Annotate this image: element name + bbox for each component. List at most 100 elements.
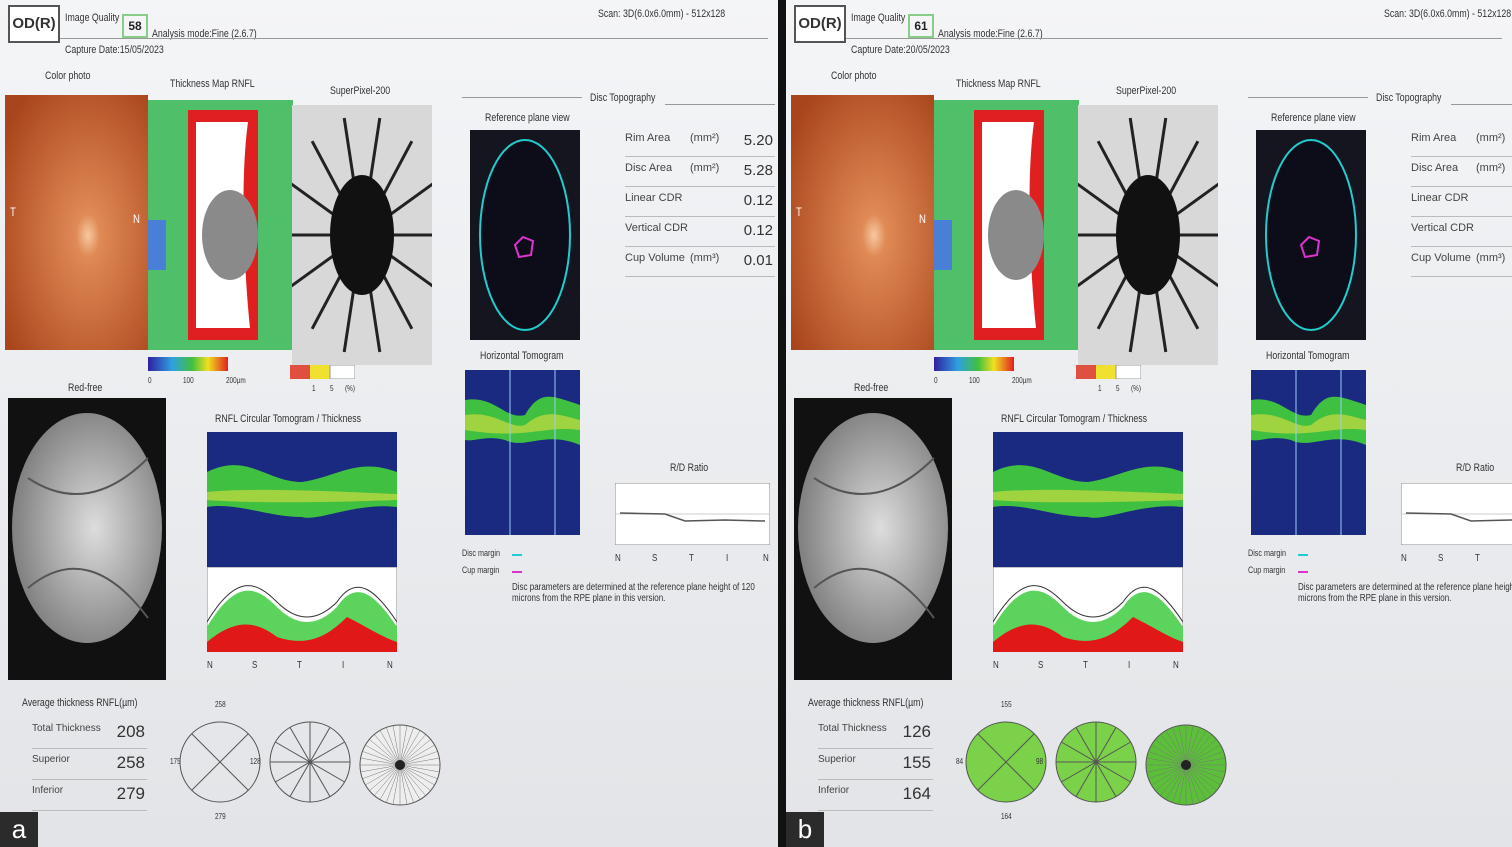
axis-label: S — [1038, 660, 1044, 671]
quadrant-value: 128 — [250, 757, 261, 766]
line-shape — [399, 739, 431, 766]
thickness-map — [934, 100, 1079, 350]
quadrant-value: 84 — [956, 757, 964, 766]
param-row: Cup Volume(mm³)0.15 — [1411, 252, 1512, 277]
rect-shape — [1096, 365, 1116, 379]
line-shape — [191, 733, 249, 791]
line-shape — [1185, 730, 1207, 766]
section-label: Horizontal Tomogram — [1266, 350, 1350, 362]
thickness-name: Inferior — [818, 785, 850, 796]
rd-ratio-graph — [1401, 483, 1512, 545]
line-shape — [1172, 727, 1187, 766]
line-shape — [1146, 764, 1187, 773]
axis-label: S — [1438, 553, 1444, 564]
line-shape — [392, 725, 401, 766]
disc-margin-swatch — [1298, 554, 1308, 556]
line-shape — [1185, 751, 1224, 766]
thickness-profile — [207, 567, 397, 652]
line-shape — [1185, 764, 1217, 791]
line-shape — [399, 744, 435, 766]
note: Disc parameters are determined at the re… — [512, 582, 755, 604]
rect-shape — [148, 357, 228, 371]
param-name: Linear CDR — [1411, 192, 1469, 204]
color-photo — [791, 95, 934, 350]
rect-shape — [148, 220, 166, 270]
red-free-image — [794, 398, 952, 680]
section-label: RNFL Circular Tomogram / Thickness — [1001, 413, 1148, 425]
thickness-name: Superior — [32, 754, 70, 765]
line-shape — [360, 757, 401, 766]
scan-info: Scan: 3D(6.0x6.0mm) - 512x128 — [598, 8, 726, 20]
section-label: SuperPixel-200 — [330, 85, 391, 97]
axis-label: T — [297, 660, 302, 671]
section-label: RNFL Circular Tomogram / Thickness — [215, 413, 362, 425]
thickness-name: Inferior — [32, 785, 64, 796]
path-shape — [993, 585, 1183, 623]
line-shape — [1178, 725, 1187, 766]
ellipse-shape — [12, 413, 162, 643]
scale-label: 100 — [969, 376, 980, 385]
line-shape — [399, 764, 426, 796]
section-label: Average thickness RNFL(µm) — [808, 697, 924, 709]
section-label: Horizontal Tomogram — [480, 350, 564, 362]
axis-label: N — [763, 553, 769, 564]
scale-label: 0 — [148, 376, 152, 385]
circular-tomogram — [993, 432, 1183, 567]
param-value: 0.01 — [743, 252, 773, 269]
param-name: Cup Volume — [1411, 252, 1471, 264]
path-shape — [513, 235, 535, 259]
ellipse-shape — [330, 175, 394, 295]
line-shape — [1185, 734, 1212, 766]
line-shape — [1148, 764, 1187, 779]
line-shape — [360, 764, 401, 773]
clock-chart — [269, 721, 351, 803]
rect-shape — [1115, 365, 1141, 379]
param-unit: (mm²) — [690, 162, 720, 174]
ellipse-shape — [1265, 139, 1357, 331]
line-shape — [362, 764, 401, 779]
line-shape — [1185, 739, 1217, 766]
section-label: Thickness Map RNFL — [956, 78, 1041, 90]
section-label: SuperPixel-200 — [1116, 85, 1177, 97]
line-shape — [1148, 751, 1187, 766]
rect-shape — [934, 357, 1014, 371]
param-name: Disc Area — [625, 162, 673, 174]
section-label: Red-free — [68, 382, 103, 394]
param-row: Vertical CDR 0.12 — [625, 222, 775, 247]
section-label: Disc Topography — [590, 92, 656, 104]
sector-chart — [1145, 724, 1227, 806]
section-label: Color photo — [45, 70, 91, 82]
line-shape — [399, 764, 408, 805]
quadrant-chart — [179, 721, 261, 803]
ellipse-shape — [479, 139, 571, 331]
path-shape — [993, 617, 1183, 652]
horizontal-tomogram — [465, 370, 580, 535]
fundus-label: N — [133, 212, 140, 226]
line-shape — [1185, 764, 1226, 773]
path-shape — [619, 512, 766, 522]
param-value: 5.20 — [743, 132, 773, 149]
quadrant-value: 164 — [1001, 812, 1012, 821]
thickness-value: 258 — [116, 753, 145, 772]
quadrant-value: 155 — [1001, 700, 1012, 709]
line-shape — [399, 764, 431, 791]
analysis-mode: Analysis mode:Fine (2.6.7) — [152, 28, 257, 40]
axis-label: S — [652, 553, 658, 564]
rect-shape — [5, 95, 148, 350]
line-shape — [1185, 764, 1194, 805]
section-label: R/D Ratio — [670, 462, 709, 474]
line-shape — [275, 741, 345, 783]
param-row: Cup Volume (mm³) 0.01 — [625, 252, 775, 277]
axis-label: T — [1083, 660, 1088, 671]
line-shape — [379, 730, 401, 766]
line-shape — [1146, 757, 1187, 766]
line-shape — [399, 764, 435, 786]
superpixel-map — [292, 105, 432, 365]
param-name: Cup Volume — [625, 252, 685, 264]
axis-label: I — [726, 553, 729, 564]
line-shape — [1185, 764, 1221, 786]
param-value: 5.28 — [743, 162, 773, 179]
param-name: Linear CDR — [625, 192, 683, 204]
